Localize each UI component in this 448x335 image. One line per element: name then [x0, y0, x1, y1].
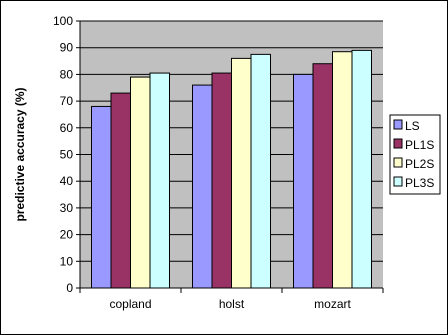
x-tick-labels: copland holst mozart: [109, 297, 351, 311]
legend-label-ls: LS: [405, 119, 420, 133]
y-tick-label: 10: [60, 254, 74, 268]
bars: [91, 49, 372, 289]
legend-label-pl3s: PL3S: [405, 176, 434, 190]
bar-ls-mozart: [293, 73, 314, 289]
bar-ls-holst: [192, 84, 213, 289]
bar-pl2s-mozart: [332, 51, 353, 289]
y-tick-label: 0: [66, 281, 73, 295]
x-tick-label: copland: [109, 297, 151, 311]
legend: LS PL1S PL2S PL3S: [389, 114, 441, 195]
x-tick-label: mozart: [314, 297, 351, 311]
axes: [76, 20, 384, 293]
y-tick-label: 60: [60, 121, 74, 135]
y-tick-label: 80: [60, 67, 74, 81]
legend-swatch-pl1s: [393, 138, 403, 149]
bar-pl1s-holst: [211, 72, 232, 289]
legend-label-pl2s: PL2S: [405, 157, 434, 171]
y-axis-label: predictive accuracy (%): [13, 87, 27, 221]
bar-pl2s-holst: [231, 57, 252, 289]
y-tick-label: 50: [60, 148, 74, 162]
y-tick-label: 90: [60, 41, 74, 55]
legend-label-pl1s: PL1S: [405, 138, 434, 152]
bar-pl2s-copland: [130, 76, 151, 289]
y-tick-label: 20: [60, 228, 74, 242]
bar-pl3s-mozart: [351, 49, 372, 289]
legend-swatch-pl3s: [393, 176, 403, 187]
bar-ls-copland: [91, 105, 112, 289]
y-tick-label: 100: [53, 14, 73, 28]
legend-swatch-pl2s: [393, 157, 403, 168]
x-tick-label: holst: [219, 297, 245, 311]
y-tick-labels: 0 10 20 30 40 50 60 70 80 90 100: [53, 14, 73, 295]
bar-pl1s-copland: [110, 92, 131, 289]
legend-swatch-ls: [393, 119, 403, 130]
bar-pl3s-holst: [250, 53, 271, 289]
bar-pl3s-copland: [149, 72, 170, 289]
y-tick-label: 30: [60, 201, 74, 215]
y-tick-label: 70: [60, 94, 74, 108]
bar-pl1s-mozart: [312, 63, 333, 289]
y-tick-label: 40: [60, 174, 74, 188]
